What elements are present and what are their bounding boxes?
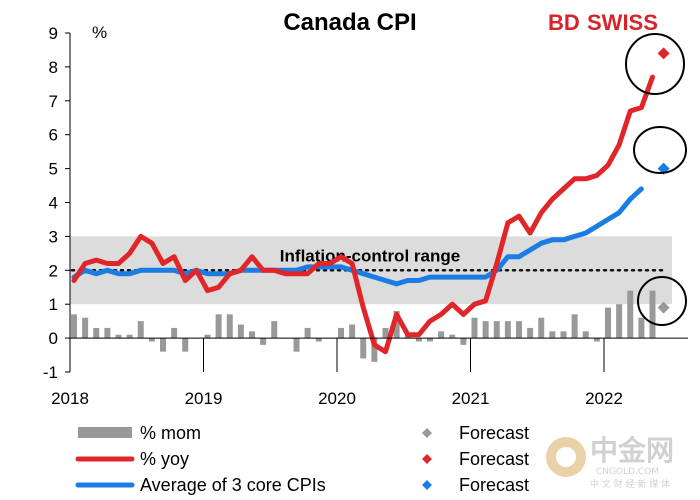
x-tick-labels: 2018 2019 2020 2021 2022 xyxy=(51,338,623,408)
mom-bar xyxy=(271,321,278,339)
watermark-tag-text: 中 文 财 经 新 媒 体 xyxy=(590,478,670,490)
y-tick-label: 2 xyxy=(49,261,58,280)
mom-bar xyxy=(560,331,567,339)
mom-bars xyxy=(71,290,656,362)
mom-bar xyxy=(605,307,611,339)
y-unit-label: % xyxy=(92,23,107,42)
legend-swatch-diamond xyxy=(422,454,432,464)
mom-bar xyxy=(215,314,222,339)
forecast-markers xyxy=(657,47,670,314)
mom-bar xyxy=(82,317,89,339)
mom-bar xyxy=(449,334,456,339)
mom-bar xyxy=(71,314,77,339)
forecast-diamond xyxy=(657,301,670,314)
mom-bar xyxy=(482,321,489,339)
mom-bar xyxy=(360,338,367,359)
legend-swatch-diamond xyxy=(422,480,432,490)
mom-bar xyxy=(160,338,166,352)
y-tick-label: 3 xyxy=(49,227,58,246)
mom-bar xyxy=(293,338,300,352)
x-tick-label: 2020 xyxy=(318,389,356,408)
mom-bar xyxy=(93,327,100,339)
watermark-main-text: 中金网 xyxy=(590,434,674,467)
mom-bar xyxy=(304,327,311,339)
watermark-sub-text: CNGOLD.COM xyxy=(596,467,659,477)
mom-bar xyxy=(393,310,400,339)
mom-bar xyxy=(260,338,267,345)
mom-bar xyxy=(471,317,478,339)
mom-bar xyxy=(115,334,122,339)
mom-bar xyxy=(182,338,189,352)
mom-bar xyxy=(349,324,356,339)
mom-bar xyxy=(582,331,589,339)
highlight-circle-yoy-forecast xyxy=(625,33,685,95)
y-tick-label: 4 xyxy=(49,194,58,213)
watermark-logo-inner xyxy=(556,447,576,467)
mom-bar xyxy=(571,314,578,339)
mom-bar xyxy=(315,338,322,342)
mom-bar xyxy=(593,338,600,342)
forecast-diamond xyxy=(657,47,670,60)
highlight-circle-core-forecast xyxy=(633,126,687,174)
mom-bar xyxy=(549,331,556,339)
legend: % mom % yoy Average of 3 core CPIs Forecast… xyxy=(75,423,529,495)
y-tick-label: -1 xyxy=(43,363,58,382)
legend-label: % mom xyxy=(140,423,201,443)
y-tick-label: 5 xyxy=(49,160,58,179)
y-tick-label: 6 xyxy=(49,126,58,145)
mom-bar xyxy=(237,324,244,339)
mom-bar xyxy=(126,334,133,339)
band-label: Inflation-control range xyxy=(280,246,460,265)
mom-bar xyxy=(538,317,545,339)
y-tick-label: 1 xyxy=(49,295,58,314)
brand-swiss-text: SWISS xyxy=(587,10,658,35)
legend-label: Forecast xyxy=(459,423,529,443)
mom-bar xyxy=(371,338,378,362)
chart-title: Canada CPI xyxy=(283,9,416,36)
legend-label: Average of 3 core CPIs xyxy=(140,475,326,495)
mom-bar xyxy=(382,327,389,339)
mom-bar xyxy=(338,327,344,339)
brand-bd-text: BD xyxy=(548,10,580,35)
y-tick-label: 9 xyxy=(49,24,58,43)
mom-bar xyxy=(137,321,144,339)
mom-bar xyxy=(516,321,522,339)
y-tick-label: 7 xyxy=(49,92,58,111)
mom-bar xyxy=(427,338,433,342)
core-cpi-line xyxy=(71,186,644,287)
legend-label: Forecast xyxy=(459,475,529,495)
mom-bar xyxy=(249,331,255,339)
mom-bar xyxy=(638,317,645,339)
mom-bar xyxy=(204,334,211,339)
mom-bar xyxy=(148,338,155,342)
x-tick-label: 2019 xyxy=(185,389,223,408)
x-tick-label: 2021 xyxy=(452,389,490,408)
legend-label: % yoy xyxy=(140,449,189,469)
legend-swatch-diamond xyxy=(422,428,432,438)
yoy-line xyxy=(71,74,655,355)
mom-bar xyxy=(649,290,656,339)
x-tick-label: 2022 xyxy=(585,389,623,408)
mom-bar xyxy=(171,327,178,339)
legend-swatch-bar xyxy=(78,427,132,438)
mom-bar xyxy=(460,338,467,345)
y-tick-label: 8 xyxy=(49,58,58,77)
mom-bar xyxy=(527,327,534,339)
mom-bar xyxy=(104,327,111,339)
cngold-watermark: 中金网 CNGOLD.COM 中 文 财 经 新 媒 体 xyxy=(546,434,674,490)
mom-bar xyxy=(438,331,445,339)
mom-bar xyxy=(493,321,500,339)
mom-bar xyxy=(504,321,511,339)
x-tick-label: 2018 xyxy=(51,389,89,408)
bdswiss-logo: BD SWISS xyxy=(548,10,658,35)
mom-bar xyxy=(627,290,634,339)
mom-bar xyxy=(415,338,422,342)
y-tick-label: 0 xyxy=(49,329,58,348)
y-tick-labels: -1 0 1 2 3 4 5 6 7 8 9 xyxy=(43,24,70,382)
mom-bar xyxy=(226,314,233,339)
highlight-circle-mom-forecast xyxy=(637,276,687,326)
mom-bar xyxy=(616,304,623,339)
legend-label: Forecast xyxy=(459,449,529,469)
